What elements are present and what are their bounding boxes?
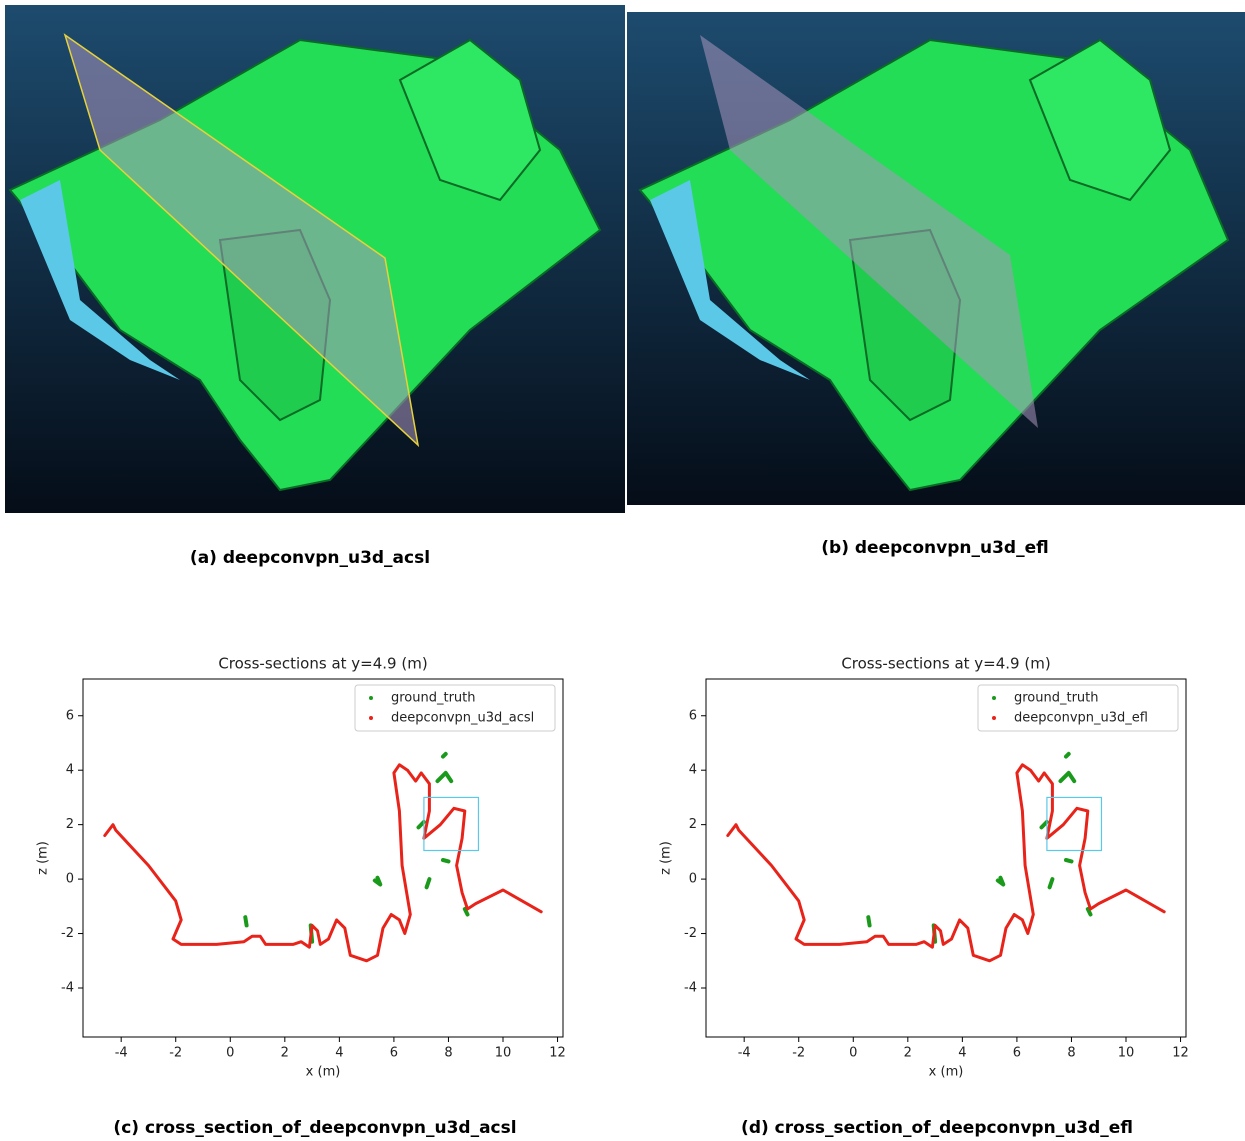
x-tick-label: 2 <box>904 1046 912 1061</box>
x-tick-label: 0 <box>849 1046 857 1061</box>
x-axis-label: x (m) <box>306 1065 341 1080</box>
x-tick-label: -4 <box>115 1046 128 1061</box>
y-tick-label: 0 <box>66 872 74 887</box>
caption: (d) cross_section_of_deepconvpn_u3d_efl <box>741 1118 1133 1138</box>
legend-label: deepconvpn_u3d_acsl <box>391 711 534 726</box>
y-tick-label: 6 <box>689 708 697 723</box>
x-tick-label: 12 <box>1172 1046 1189 1061</box>
y-tick-label: 4 <box>689 763 697 778</box>
legend-marker <box>369 716 373 720</box>
x-tick-label: 6 <box>1013 1046 1021 1061</box>
legend-label: ground_truth <box>391 691 476 706</box>
y-axis-label: z (m) <box>36 841 51 875</box>
data-line <box>728 765 1164 961</box>
caption: (c) cross_section_of_deepconvpn_u3d_acsl <box>113 1118 516 1138</box>
x-tick-label: 10 <box>1118 1046 1135 1061</box>
chart: Cross-sections at y=4.9 (m) x (m) z (m) -4 -… <box>36 655 566 1080</box>
y-tick-label: -2 <box>684 926 697 941</box>
data-line <box>105 765 541 961</box>
x-tick-label: -2 <box>169 1046 182 1061</box>
highlight-box <box>424 797 479 850</box>
x-axis-label: x (m) <box>929 1065 964 1080</box>
y-tick-label: -4 <box>684 980 697 995</box>
caption: (a) deepconvpn_u3d_acsl <box>190 548 430 568</box>
highlight-box <box>1047 797 1102 850</box>
x-tick-label: 2 <box>281 1046 289 1061</box>
legend-label: deepconvpn_u3d_efl <box>1014 711 1148 726</box>
caption: (b) deepconvpn_u3d_efl <box>821 538 1048 558</box>
x-tick-label: 12 <box>549 1046 566 1061</box>
x-tick-label: 10 <box>495 1046 512 1061</box>
data-line <box>245 754 467 942</box>
chart: Cross-sections at y=4.9 (m) x (m) z (m) -4 -… <box>659 655 1189 1080</box>
render-b <box>627 12 1245 505</box>
plot-frame <box>83 679 563 1037</box>
chart-title: Cross-sections at y=4.9 (m) <box>218 655 427 673</box>
y-tick-label: -2 <box>61 926 74 941</box>
y-tick-label: 4 <box>66 763 74 778</box>
plot-frame <box>706 679 1186 1037</box>
render-a <box>5 5 625 513</box>
y-tick-label: 6 <box>66 708 74 723</box>
chart-title: Cross-sections at y=4.9 (m) <box>841 655 1050 673</box>
legend-marker <box>369 696 373 700</box>
y-tick-label: 2 <box>66 817 74 832</box>
x-tick-label: -2 <box>792 1046 805 1061</box>
figure: (a) deepconvpn_u3d_acsl (b) deepconvpn_u… <box>0 0 1245 1141</box>
y-axis-label: z (m) <box>659 841 674 875</box>
legend-marker <box>992 696 996 700</box>
legend-marker <box>992 716 996 720</box>
x-tick-label: -4 <box>738 1046 751 1061</box>
legend-label: ground_truth <box>1014 691 1099 706</box>
x-tick-label: 0 <box>226 1046 234 1061</box>
x-tick-label: 4 <box>958 1046 966 1061</box>
x-tick-label: 4 <box>335 1046 343 1061</box>
x-tick-label: 8 <box>444 1046 452 1061</box>
x-tick-label: 6 <box>390 1046 398 1061</box>
y-tick-label: 0 <box>689 872 697 887</box>
x-tick-label: 8 <box>1067 1046 1075 1061</box>
y-tick-label: -4 <box>61 980 74 995</box>
y-tick-label: 2 <box>689 817 697 832</box>
data-line <box>868 754 1090 942</box>
